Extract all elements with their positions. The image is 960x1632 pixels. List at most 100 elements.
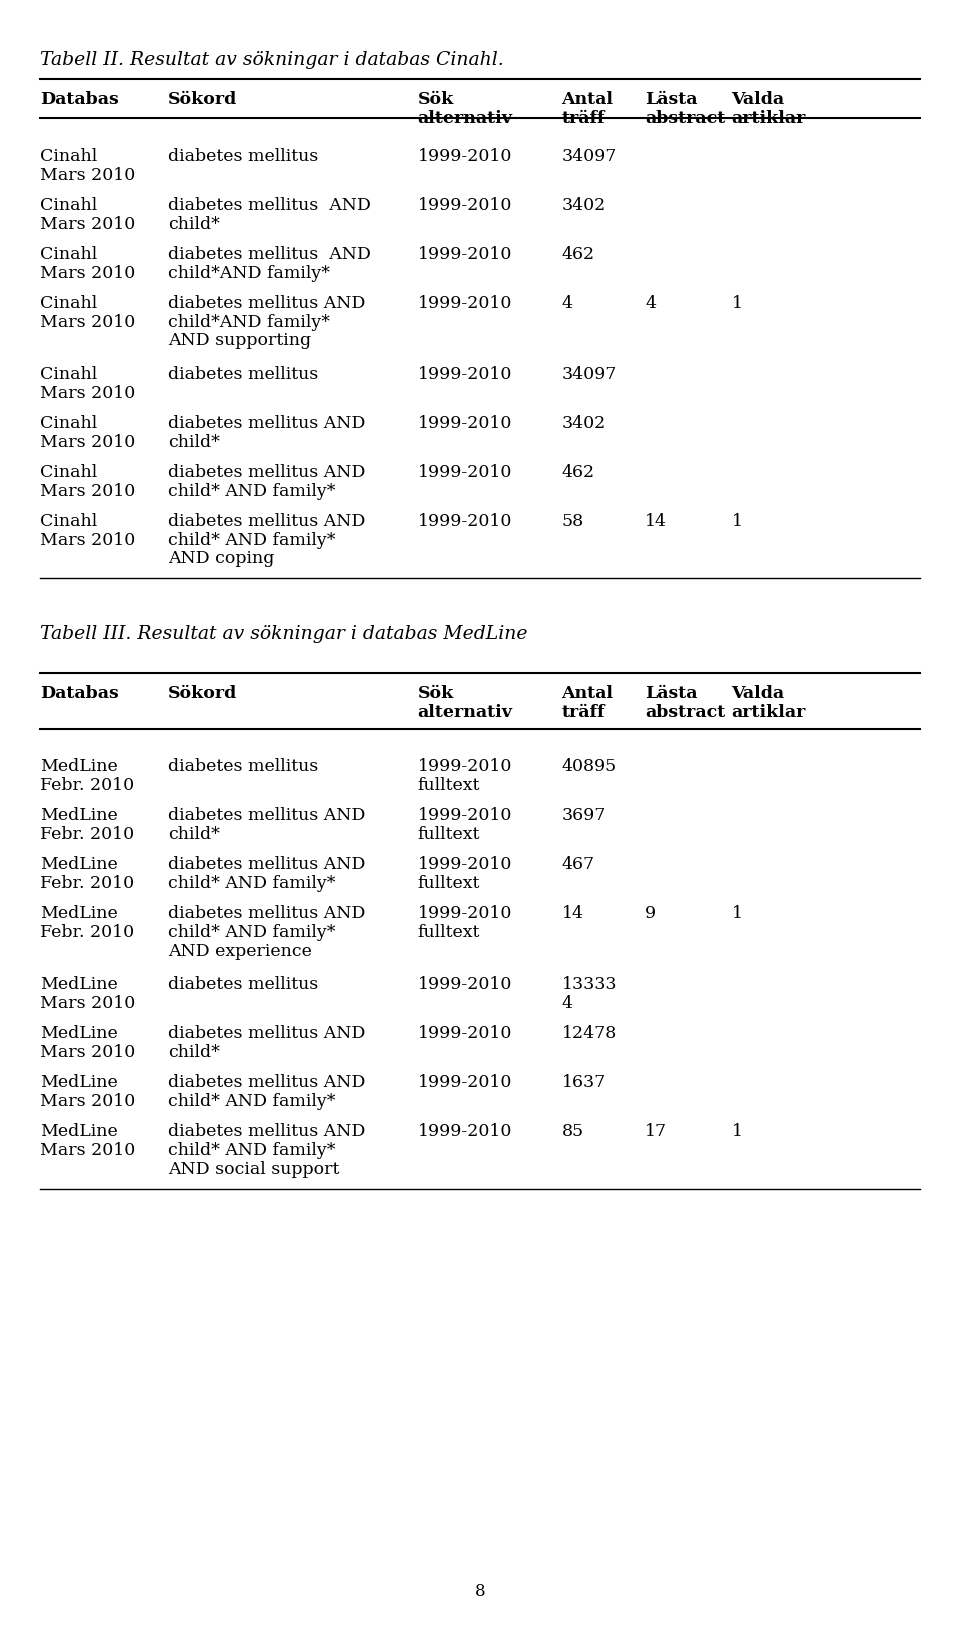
- Text: abstract: abstract: [645, 703, 726, 720]
- Text: MedLine: MedLine: [40, 855, 118, 873]
- Text: Sökord: Sökord: [168, 685, 237, 702]
- Text: Mars 2010: Mars 2010: [40, 1141, 135, 1159]
- Text: diabetes mellitus  AND: diabetes mellitus AND: [168, 196, 371, 214]
- Text: fulltext: fulltext: [418, 875, 480, 891]
- Text: child*AND family*: child*AND family*: [168, 313, 330, 330]
- Text: diabetes mellitus AND: diabetes mellitus AND: [168, 1123, 366, 1139]
- Text: 1999-2010: 1999-2010: [418, 806, 512, 824]
- Text: 4: 4: [645, 294, 656, 312]
- Text: 85: 85: [562, 1123, 584, 1139]
- Text: fulltext: fulltext: [418, 826, 480, 842]
- Text: 1999-2010: 1999-2010: [418, 415, 512, 431]
- Text: child*AND family*: child*AND family*: [168, 264, 330, 281]
- Text: child* AND family*: child* AND family*: [168, 532, 335, 548]
- Text: 1999-2010: 1999-2010: [418, 1025, 512, 1041]
- Text: 1637: 1637: [562, 1074, 606, 1090]
- Text: child* AND family*: child* AND family*: [168, 1141, 335, 1159]
- Text: Databas: Databas: [40, 685, 119, 702]
- Text: 1999-2010: 1999-2010: [418, 366, 512, 382]
- Text: diabetes mellitus  AND: diabetes mellitus AND: [168, 245, 371, 263]
- Text: Mars 2010: Mars 2010: [40, 1043, 135, 1061]
- Text: 1999-2010: 1999-2010: [418, 512, 512, 529]
- Text: 1999-2010: 1999-2010: [418, 196, 512, 214]
- Text: 462: 462: [562, 245, 595, 263]
- Text: alternativ: alternativ: [418, 703, 513, 720]
- Text: Mars 2010: Mars 2010: [40, 166, 135, 183]
- Text: diabetes mellitus: diabetes mellitus: [168, 757, 319, 775]
- Text: AND social support: AND social support: [168, 1160, 340, 1177]
- Text: diabetes mellitus AND: diabetes mellitus AND: [168, 294, 366, 312]
- Text: 1999-2010: 1999-2010: [418, 147, 512, 165]
- Text: 1999-2010: 1999-2010: [418, 855, 512, 873]
- Text: fulltext: fulltext: [418, 924, 480, 940]
- Text: Febr. 2010: Febr. 2010: [40, 924, 134, 940]
- Text: Antal: Antal: [562, 685, 613, 702]
- Text: MedLine: MedLine: [40, 976, 118, 992]
- Text: MedLine: MedLine: [40, 1123, 118, 1139]
- Text: child*: child*: [168, 826, 220, 842]
- Text: 13333: 13333: [562, 976, 617, 992]
- Text: Cinahl: Cinahl: [40, 415, 98, 431]
- Text: Tabell III. Resultat av sökningar i databas MedLine: Tabell III. Resultat av sökningar i data…: [40, 625, 528, 643]
- Text: MedLine: MedLine: [40, 806, 118, 824]
- Text: Sökord: Sökord: [168, 91, 237, 108]
- Text: child*: child*: [168, 215, 220, 232]
- Text: träff: träff: [562, 109, 605, 127]
- Text: Tabell II. Resultat av sökningar i databas Cinahl.: Tabell II. Resultat av sökningar i datab…: [40, 51, 504, 69]
- Text: 14: 14: [645, 512, 667, 529]
- Text: 1: 1: [732, 1123, 742, 1139]
- Text: Mars 2010: Mars 2010: [40, 215, 135, 232]
- Text: Mars 2010: Mars 2010: [40, 532, 135, 548]
- Text: Mars 2010: Mars 2010: [40, 994, 135, 1012]
- Text: fulltext: fulltext: [418, 777, 480, 793]
- Text: diabetes mellitus AND: diabetes mellitus AND: [168, 1074, 366, 1090]
- Text: 40895: 40895: [562, 757, 617, 775]
- Text: 1999-2010: 1999-2010: [418, 245, 512, 263]
- Text: 58: 58: [562, 512, 584, 529]
- Text: diabetes mellitus AND: diabetes mellitus AND: [168, 904, 366, 922]
- Text: diabetes mellitus: diabetes mellitus: [168, 366, 319, 382]
- Text: diabetes mellitus AND: diabetes mellitus AND: [168, 1025, 366, 1041]
- Text: 1: 1: [732, 904, 742, 922]
- Text: 9: 9: [645, 904, 657, 922]
- Text: diabetes mellitus AND: diabetes mellitus AND: [168, 512, 366, 529]
- Text: Mars 2010: Mars 2010: [40, 384, 135, 401]
- Text: 17: 17: [645, 1123, 667, 1139]
- Text: 4: 4: [562, 994, 572, 1012]
- Text: Lästa: Lästa: [645, 91, 698, 108]
- Text: 1: 1: [732, 294, 742, 312]
- Text: Valda: Valda: [732, 91, 784, 108]
- Text: AND coping: AND coping: [168, 550, 275, 566]
- Text: 1999-2010: 1999-2010: [418, 1123, 512, 1139]
- Text: 1999-2010: 1999-2010: [418, 1074, 512, 1090]
- Text: alternativ: alternativ: [418, 109, 513, 127]
- Text: Cinahl: Cinahl: [40, 366, 98, 382]
- Text: child* AND family*: child* AND family*: [168, 481, 335, 499]
- Text: Mars 2010: Mars 2010: [40, 481, 135, 499]
- Text: 3402: 3402: [562, 196, 606, 214]
- Text: 1999-2010: 1999-2010: [418, 904, 512, 922]
- Text: 34097: 34097: [562, 366, 617, 382]
- Text: Cinahl: Cinahl: [40, 294, 98, 312]
- Text: Febr. 2010: Febr. 2010: [40, 826, 134, 842]
- Text: artiklar: artiklar: [732, 109, 805, 127]
- Text: Cinahl: Cinahl: [40, 245, 98, 263]
- Text: abstract: abstract: [645, 109, 726, 127]
- Text: MedLine: MedLine: [40, 1074, 118, 1090]
- Text: 3402: 3402: [562, 415, 606, 431]
- Text: Cinahl: Cinahl: [40, 196, 98, 214]
- Text: child*: child*: [168, 432, 220, 450]
- Text: 14: 14: [562, 904, 584, 922]
- Text: Mars 2010: Mars 2010: [40, 1092, 135, 1110]
- Text: 12478: 12478: [562, 1025, 617, 1041]
- Text: 1: 1: [732, 512, 742, 529]
- Text: Valda: Valda: [732, 685, 784, 702]
- Text: Mars 2010: Mars 2010: [40, 313, 135, 330]
- Text: child*: child*: [168, 1043, 220, 1061]
- Text: Febr. 2010: Febr. 2010: [40, 875, 134, 891]
- Text: Lästa: Lästa: [645, 685, 698, 702]
- Text: 4: 4: [562, 294, 572, 312]
- Text: Cinahl: Cinahl: [40, 147, 98, 165]
- Text: Sök: Sök: [418, 685, 454, 702]
- Text: MedLine: MedLine: [40, 904, 118, 922]
